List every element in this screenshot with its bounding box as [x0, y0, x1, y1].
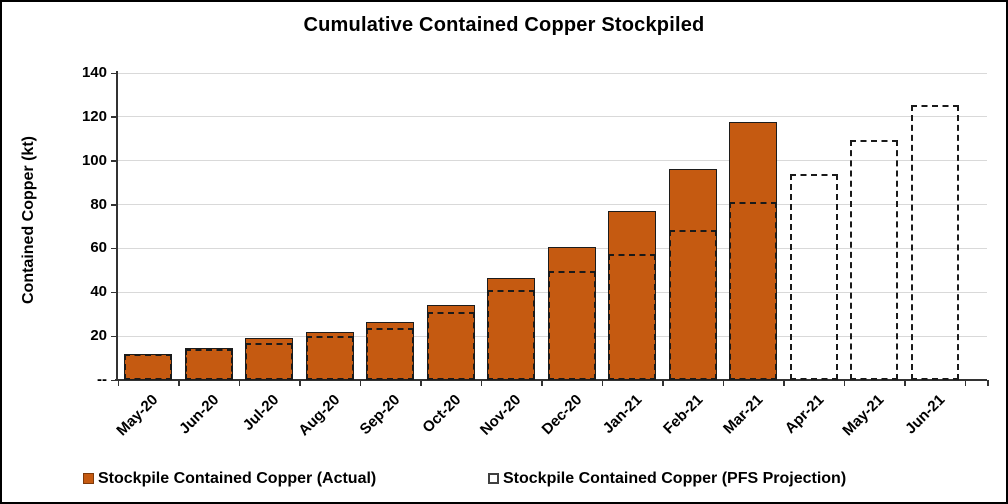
bar-projection-Apr-21	[789, 173, 838, 380]
bar-projection-Aug-20	[305, 336, 354, 380]
y-axis-tick	[111, 335, 117, 338]
x-axis-label: Feb-21	[659, 391, 706, 438]
gridline	[117, 160, 987, 162]
x-axis-tick	[987, 380, 989, 386]
y-axis-line	[116, 71, 118, 381]
x-axis-label: Oct-20	[418, 391, 464, 437]
y-axis-tick-label: 40	[90, 283, 107, 301]
y-axis-tick	[111, 160, 117, 162]
chart-title: Cumulative Contained Copper Stockpiled	[303, 14, 705, 36]
x-axis-tick	[601, 380, 604, 386]
bar-projection-Mar-21	[729, 202, 777, 380]
x-axis-label: Jul-20	[239, 391, 283, 434]
gridline	[117, 204, 987, 206]
bar-projection-Feb-21	[668, 229, 717, 380]
legend-label-projection: Stockpile Contained Copper (PFS Projecti…	[503, 470, 847, 487]
x-axis-label: Dec-20	[538, 391, 585, 439]
x-axis-tick	[420, 380, 422, 386]
x-axis-tick	[541, 380, 543, 386]
x-axis-label: Nov-20	[476, 391, 525, 439]
legend-item-actual: Stockpile Contained Copper (Actual)	[83, 470, 376, 488]
x-axis-tick	[783, 380, 785, 386]
x-axis-tick	[904, 380, 906, 386]
y-axis-tick-label: 140	[81, 64, 107, 81]
legend-item-projection: Stockpile Contained Copper (PFS Projecti…	[488, 470, 846, 488]
bar-actual-Aug-20	[305, 331, 354, 380]
y-axis-tick	[111, 247, 117, 250]
bar-projection-May-20	[124, 353, 172, 380]
x-axis-label: Mar-21	[720, 391, 767, 438]
y-axis-tick-label: 80	[90, 195, 107, 213]
y-axis-tick	[111, 72, 117, 74]
y-axis-tick	[111, 204, 117, 206]
legend-label-actual: Stockpile Contained Copper (Actual)	[98, 470, 377, 487]
bar-projection-Sep-20	[366, 328, 414, 380]
gridline	[117, 116, 987, 118]
y-axis-tick-label: 60	[90, 239, 107, 257]
bar-actual-Dec-20	[547, 247, 596, 380]
x-axis-tick	[299, 380, 301, 386]
y-axis-tick-label: 20	[90, 327, 107, 345]
gridline	[117, 72, 987, 74]
legend-marker-actual-icon	[83, 473, 94, 484]
bar-projection-Nov-20	[487, 290, 535, 380]
y-axis-tick	[111, 116, 117, 118]
y-axis-tick-label: 120	[81, 107, 107, 125]
x-axis-tick	[480, 380, 483, 386]
x-axis-label: May-20	[113, 391, 162, 440]
y-axis-tick-label: 100	[81, 151, 107, 169]
bar-projection-Oct-20	[426, 312, 475, 380]
bar-projection-Jan-21	[608, 253, 656, 380]
x-axis-label: Sep-20	[356, 391, 404, 439]
x-axis-label: Apr-21	[781, 391, 827, 437]
bar-projection-May-21	[850, 139, 898, 380]
y-axis-tick-label: --	[97, 371, 107, 388]
x-axis-tick	[238, 380, 241, 386]
x-axis-tick	[117, 380, 120, 386]
y-axis-tick	[111, 291, 117, 294]
legend-marker-projection-icon	[488, 473, 499, 484]
x-axis-tick	[722, 380, 725, 386]
y-axis-tick	[111, 379, 117, 381]
bar-projection-Dec-20	[547, 271, 596, 380]
y-axis-title: Contained Copper (kt)	[20, 136, 37, 304]
x-axis-tick	[662, 380, 664, 386]
x-axis-label: Aug-20	[294, 391, 343, 440]
x-axis-tick	[359, 380, 362, 386]
x-axis-tick	[178, 380, 180, 386]
x-axis-line	[115, 379, 987, 381]
x-axis-tick	[964, 380, 967, 386]
bar-projection-Jun-21	[910, 104, 959, 380]
bar-projection-Jul-20	[245, 342, 293, 380]
bar-actual-Feb-21	[668, 169, 717, 380]
x-axis-label: May-21	[839, 391, 888, 440]
bar-projection-Jun-20	[184, 349, 233, 380]
x-axis-tick	[843, 380, 846, 386]
x-axis-label: Jan-21	[599, 391, 646, 437]
x-axis-label: Jun-21	[901, 391, 948, 438]
x-axis-label: Jun-20	[175, 391, 222, 438]
